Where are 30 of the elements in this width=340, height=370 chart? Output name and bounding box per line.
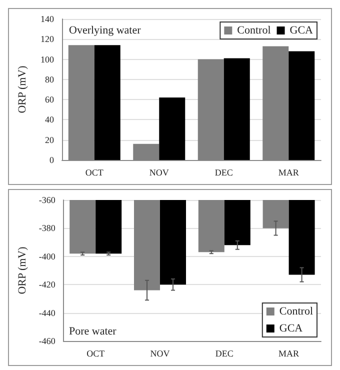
y-axis-title: ORP (mV) <box>16 65 28 114</box>
x-tick-label: OCT <box>86 348 106 358</box>
legend-label: GCA <box>290 24 314 36</box>
x-tick-label: NOV <box>150 348 170 358</box>
legend-label: Control <box>279 306 314 318</box>
annotation: Overlying water <box>69 24 142 36</box>
y-tick-label: -420 <box>38 280 56 290</box>
y-axis-title: ORP (mV) <box>16 246 28 294</box>
y-tick-label: -380 <box>38 223 56 234</box>
legend-label: GCA <box>279 322 303 334</box>
x-tick-label: MAR <box>278 348 300 358</box>
x-tick-label: DEC <box>215 348 234 358</box>
y-tick-label: -460 <box>38 336 56 346</box>
y-tick-label: 20 <box>45 134 54 145</box>
y-tick-label: 120 <box>40 34 54 44</box>
y-tick-label: 80 <box>45 74 54 84</box>
y-tick-label: 0 <box>50 155 54 165</box>
x-tick-label: MAR <box>278 168 299 178</box>
y-tick-label: 40 <box>45 114 54 125</box>
annotation: Pore water <box>69 326 117 338</box>
y-tick-label: 60 <box>45 94 54 105</box>
y-tick-label: -400 <box>38 251 56 262</box>
x-tick-label: DEC <box>214 168 233 178</box>
y-tick-label: 140 <box>40 14 54 24</box>
x-tick-label: NOV <box>149 168 170 178</box>
y-tick-label: 100 <box>40 54 54 64</box>
x-tick-label: OCT <box>85 168 104 178</box>
y-tick-label: -360 <box>38 195 56 205</box>
legend-label: Control <box>237 24 271 36</box>
y-tick-label: -440 <box>38 308 56 318</box>
